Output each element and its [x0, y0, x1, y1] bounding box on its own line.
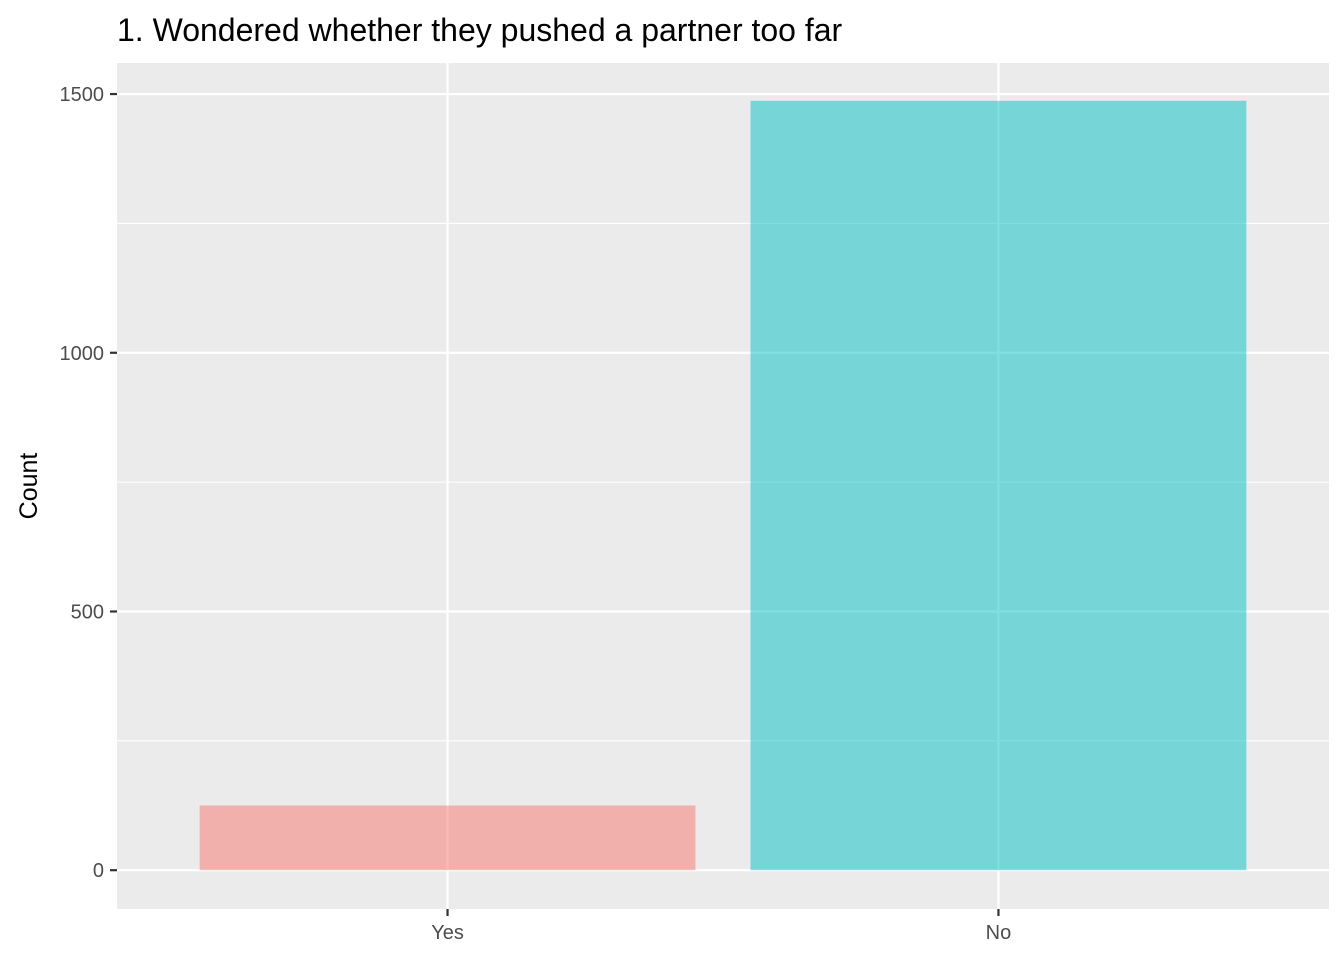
x-tick-label: No — [986, 922, 1012, 944]
y-tick-label: 1500 — [60, 84, 105, 106]
y-axis-title: Count — [15, 453, 43, 520]
y-tick-label: 1000 — [60, 343, 105, 365]
x-tick-label: Yes — [431, 922, 464, 944]
bars — [199, 100, 1247, 871]
chart-title: 1. Wondered whether they pushed a partne… — [117, 12, 843, 48]
y-axis: 0 500 1000 1500 — [60, 84, 117, 882]
bar-no — [750, 100, 1247, 871]
bar-yes — [199, 805, 696, 871]
y-tick-label: 0 — [93, 860, 104, 882]
x-axis: Yes No — [431, 909, 1011, 944]
y-tick-label: 500 — [71, 601, 104, 623]
